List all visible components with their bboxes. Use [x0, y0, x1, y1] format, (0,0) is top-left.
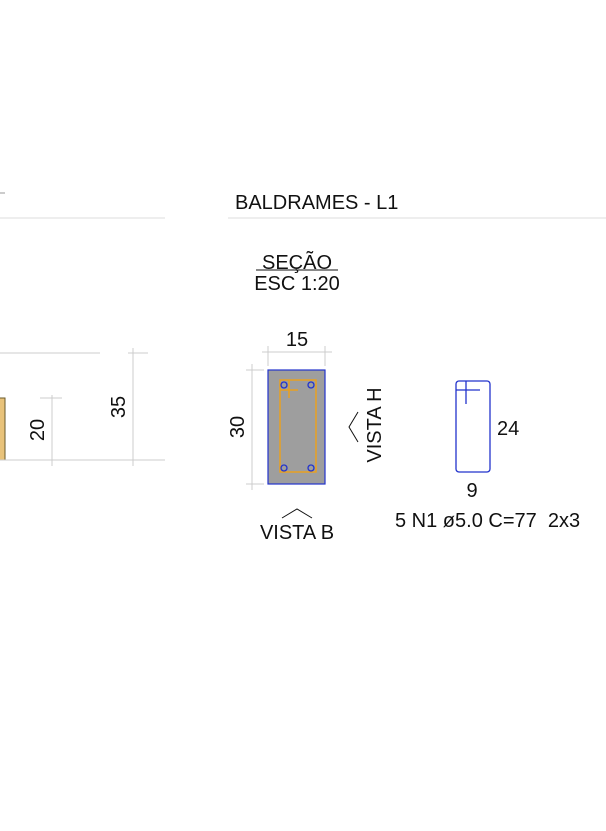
dim-label: 15	[286, 329, 308, 351]
stirrup-outline	[279, 379, 317, 473]
dim-label: 30	[227, 416, 249, 438]
rebar-spec: 5 N1 ø5.0 C=77 2x3	[395, 510, 580, 532]
view-arrow	[348, 411, 359, 443]
dim-label: 20	[27, 419, 49, 441]
beam-part	[0, 397, 6, 461]
view-arrow	[281, 508, 313, 519]
hook	[280, 380, 298, 398]
dim-label: 24	[497, 418, 519, 440]
rebars	[280, 381, 315, 472]
view-label: VISTA B	[260, 522, 334, 544]
dim-label: 35	[108, 396, 130, 418]
section-scale: ESC 1:20	[254, 273, 340, 295]
view-label: VISTA H	[364, 387, 386, 462]
title: BALDRAMES - L1	[235, 192, 398, 214]
dim-label: 9	[466, 480, 477, 502]
stirrup	[455, 380, 491, 473]
hook	[456, 381, 480, 404]
